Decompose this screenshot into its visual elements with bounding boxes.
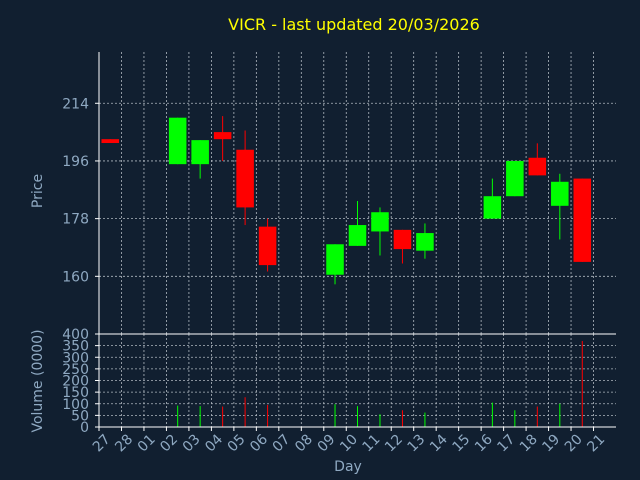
candle-body	[371, 212, 389, 232]
price-grid	[99, 52, 616, 334]
day-tick-label: 14	[427, 431, 451, 455]
day-tick-label: 13	[405, 431, 429, 455]
price-tick-label: 196	[62, 154, 89, 170]
day-tick-label: 02	[157, 431, 181, 455]
volume-tick-label: 250	[62, 362, 89, 378]
candle-body	[483, 196, 502, 219]
candle-body	[348, 225, 367, 246]
candle-body	[258, 226, 277, 266]
day-tick-label: 03	[180, 431, 204, 455]
day-tick-label: 18	[517, 431, 541, 455]
candle-body	[573, 178, 592, 262]
candle-body	[213, 132, 232, 140]
day-tick-label: 15	[449, 431, 473, 455]
candle-body	[168, 117, 187, 165]
chart-axes	[95, 52, 616, 431]
candle-body	[506, 160, 524, 197]
volume-tick-label: 150	[62, 385, 89, 401]
price-tick-label: 160	[62, 269, 89, 285]
day-tick-label: 06	[247, 431, 271, 455]
day-tick-label: 19	[539, 431, 563, 455]
day-tick-label: 10	[337, 431, 361, 455]
candle-body	[101, 139, 120, 144]
candlestick-series	[101, 116, 592, 285]
price-tick-label: 178	[62, 212, 89, 228]
candle-body	[326, 244, 344, 275]
volume-tick-label: 0	[80, 420, 89, 436]
volume-tick-label: 400	[62, 327, 89, 343]
day-tick-label: 01	[135, 431, 159, 455]
price-axis-label: Price	[30, 174, 46, 208]
day-tick-label: 08	[292, 431, 316, 455]
day-tick-label: 21	[584, 431, 608, 455]
day-tick-label: 28	[112, 431, 136, 455]
day-tick-label: 27	[90, 431, 114, 455]
day-tick-label: 20	[562, 431, 586, 455]
candle-body	[551, 181, 569, 206]
day-tick-label: 04	[202, 431, 226, 455]
price-tick-label: 214	[62, 96, 89, 112]
candle-body	[416, 233, 434, 251]
day-axis-label: Day	[334, 459, 362, 475]
candle-body	[528, 157, 547, 176]
day-tick-label: 07	[270, 431, 294, 455]
day-tick-label: 16	[472, 431, 496, 455]
volume-tick-label: 200	[62, 374, 89, 390]
volume-grid	[99, 333, 616, 428]
candle-body	[393, 229, 412, 250]
day-tick-label: 11	[360, 431, 384, 455]
volume-tick-label: 50	[71, 408, 89, 424]
day-tick-label: 12	[382, 431, 406, 455]
candle-body	[236, 149, 254, 208]
volume-tick-label: 300	[62, 350, 89, 366]
day-tick-label: 09	[315, 431, 339, 455]
day-tick-label: 05	[225, 431, 249, 455]
volume-series	[177, 340, 583, 427]
day-tick-label: 17	[494, 431, 518, 455]
volume-axis-label: Volume (0000)	[30, 329, 46, 432]
volume-tick-label: 100	[62, 397, 89, 413]
volume-tick-label: 350	[62, 339, 89, 355]
candle-body	[191, 140, 209, 165]
chart-title: VICR - last updated 20/03/2026	[228, 15, 480, 34]
